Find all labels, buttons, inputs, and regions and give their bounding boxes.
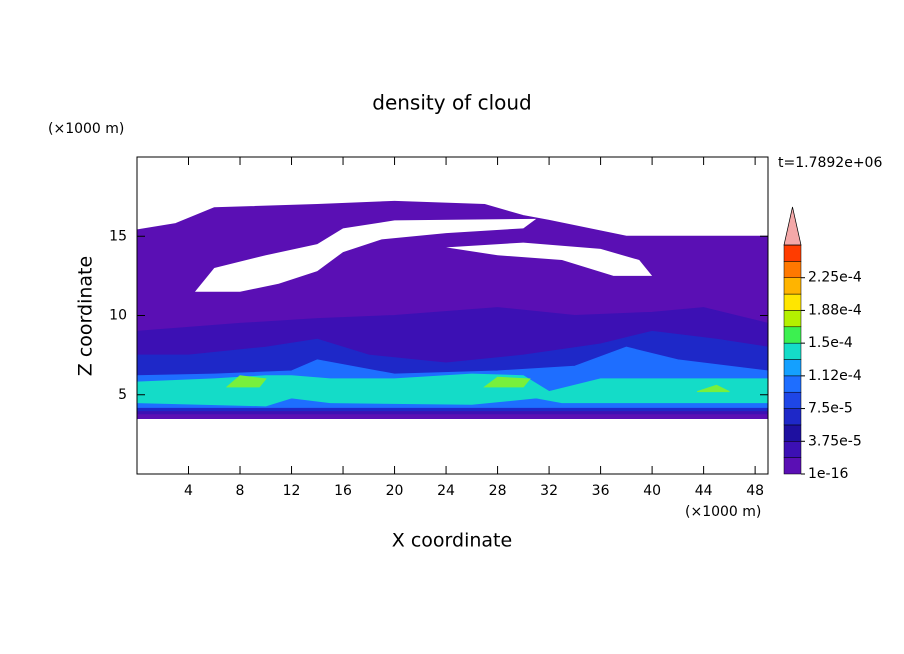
x-tick-label: 16 [334, 483, 352, 499]
y-tick-label: 10 [109, 308, 127, 324]
colorbar-band [783, 244, 802, 262]
x-tick-label: 32 [540, 483, 558, 499]
colorbar-label: 1e-16 [808, 466, 848, 482]
contour-region [483, 376, 531, 388]
x-tick-label: 40 [643, 483, 661, 499]
x-tick-label: 8 [236, 483, 245, 499]
colorbar-label: 1.88e-4 [808, 302, 862, 318]
contour-region [225, 375, 267, 388]
chart-title: density of cloud [372, 91, 531, 115]
contour-region [697, 384, 730, 393]
x-tick-label: 24 [437, 483, 455, 499]
y-unit: (×1000 m) [48, 121, 124, 137]
colorbar-band [783, 293, 802, 311]
colorbar-band [783, 408, 802, 426]
x-axis-label: X coordinate [392, 530, 512, 552]
x-tick-label: 12 [283, 483, 301, 499]
colorbar-band [783, 359, 802, 377]
y-axis-label: Z coordinate [75, 256, 97, 376]
colorbar-band [783, 424, 802, 442]
colorbar-label: 1.5e-4 [808, 335, 853, 351]
colorbar-band [783, 277, 802, 295]
x-tick-label: 4 [184, 483, 193, 499]
contour-region [136, 373, 769, 407]
x-tick-label: 36 [592, 483, 610, 499]
x-unit: (×1000 m) [685, 504, 761, 520]
colorbar-label: 3.75e-5 [808, 433, 862, 449]
x-tick-label: 48 [746, 483, 764, 499]
colorbar-band [783, 457, 802, 475]
colorbar-band [783, 441, 802, 458]
clear-region [194, 218, 537, 292]
colorbar-label: 7.5e-5 [808, 401, 853, 417]
colorbar-label: 2.25e-4 [808, 270, 862, 286]
time-label: t=1.7892e+06 [778, 155, 882, 171]
y-tick-label: 15 [109, 228, 127, 244]
colorbar-band [783, 326, 802, 344]
x-tick-label: 20 [386, 483, 404, 499]
colorbar-band [783, 261, 802, 278]
x-tick-label: 44 [695, 483, 713, 499]
x-tick-label: 28 [489, 483, 507, 499]
colorbar-band [783, 391, 802, 409]
colorbar-band [783, 310, 802, 328]
colorbar-band [783, 342, 802, 360]
y-tick-label: 5 [118, 387, 127, 403]
colorbar-extend [783, 206, 802, 246]
colorbar-label: 1.12e-4 [808, 368, 862, 384]
clear-region [446, 242, 653, 276]
colorbar-band [783, 375, 802, 393]
